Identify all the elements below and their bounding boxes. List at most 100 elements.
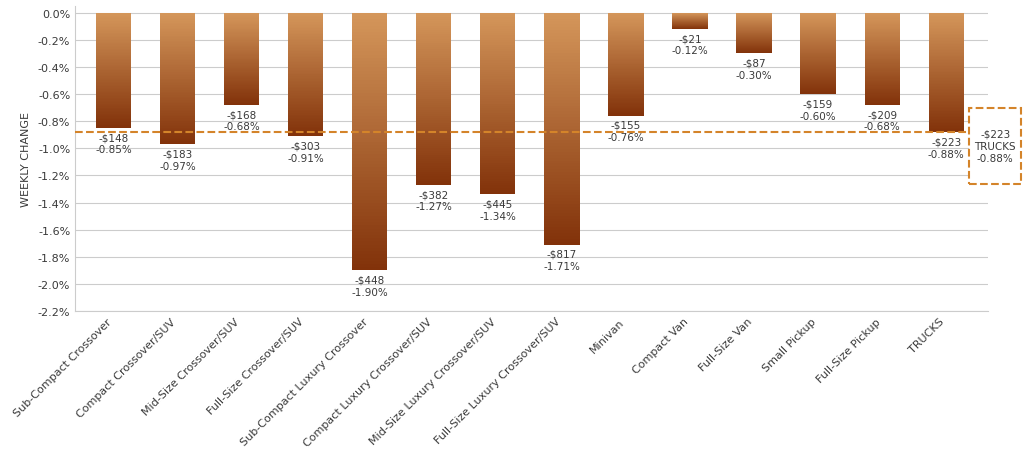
Bar [480,127,515,129]
Bar [480,120,515,122]
Bar [224,52,259,53]
Bar [545,210,580,213]
Bar [160,138,196,140]
Bar [288,41,324,43]
Bar [96,88,131,90]
Bar [416,96,452,97]
Bar [224,78,259,79]
Bar [545,170,580,173]
Bar [352,65,387,68]
Bar [352,248,387,252]
Bar [160,94,196,96]
Bar [736,24,772,25]
Bar [864,48,900,49]
Bar [480,145,515,147]
Bar [801,47,836,48]
Bar [480,111,515,113]
Bar [480,191,515,193]
Bar [288,26,324,28]
Bar [929,36,964,37]
Bar [352,30,387,33]
Bar [545,219,580,222]
Bar [352,97,387,101]
Bar [545,237,580,239]
Bar [288,120,324,121]
Bar [545,51,580,54]
Bar [929,101,964,103]
Bar [545,147,580,150]
Bar [96,71,131,73]
Bar [352,56,387,59]
Bar [608,102,643,104]
Bar [96,114,131,116]
Bar [929,72,964,73]
Bar [96,123,131,124]
Bar [801,37,836,38]
Bar [801,21,836,22]
Bar [480,150,515,152]
Bar [929,57,964,58]
Bar [160,43,196,45]
Bar [416,78,452,80]
Bar [801,89,836,90]
Bar [352,101,387,104]
Bar [736,14,772,15]
Bar [929,25,964,27]
Bar [929,27,964,29]
Bar [160,106,196,107]
Bar [545,34,580,37]
Bar [480,61,515,64]
Bar [352,207,387,210]
Bar [288,30,324,32]
Bar [352,136,387,139]
Bar [416,104,452,106]
Bar [929,14,964,15]
Bar [224,102,259,103]
Bar [864,79,900,81]
Bar [288,92,324,94]
Bar [160,129,196,130]
Bar [480,166,515,168]
Bar [416,138,452,141]
Bar [545,173,580,176]
Bar [864,22,900,23]
Bar [545,135,580,138]
Bar [224,54,259,55]
Bar [480,75,515,77]
Bar [416,119,452,121]
Bar [864,105,900,106]
Bar [929,88,964,90]
Bar [160,101,196,102]
Bar [929,105,964,106]
Bar [96,97,131,99]
Bar [416,121,452,123]
Bar [864,17,900,18]
Bar [608,16,643,18]
Bar [96,111,131,113]
Bar [864,72,900,74]
Bar [224,63,259,64]
Bar [160,41,196,43]
Bar [480,161,515,163]
Bar [608,104,643,105]
Text: -$183
-0.97%: -$183 -0.97% [160,149,196,172]
Bar [480,175,515,177]
Bar [480,168,515,170]
Bar [160,140,196,142]
Bar [288,121,324,123]
Bar [352,194,387,197]
Bar [545,193,580,196]
Bar [736,40,772,41]
Bar [801,30,836,31]
Bar [608,88,643,90]
Bar [288,25,324,26]
Bar [160,79,196,81]
Bar [736,21,772,22]
Bar [224,45,259,46]
Bar [224,100,259,101]
Bar [288,131,324,132]
Bar [224,59,259,60]
Bar [352,168,387,171]
Bar [864,70,900,71]
Bar [224,25,259,26]
